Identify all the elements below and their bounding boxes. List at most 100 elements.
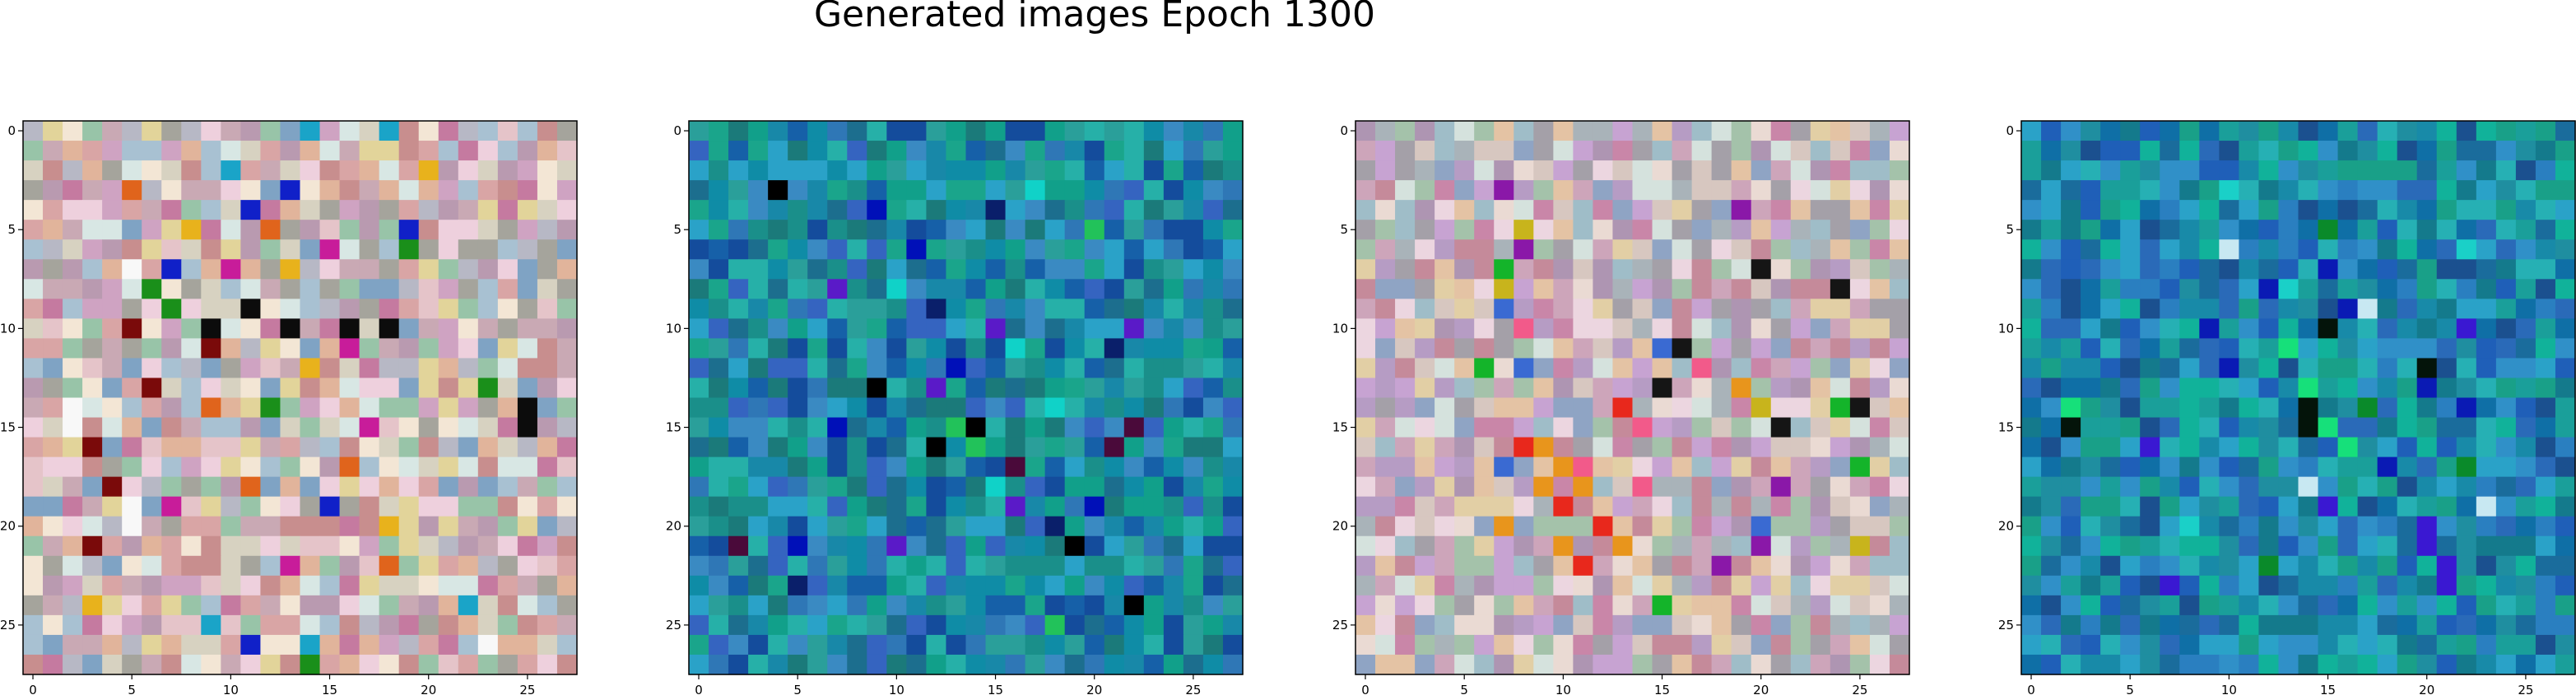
pixel-cell [300,160,321,181]
pixel-cell [201,299,221,319]
pixel-cell [1751,318,1772,339]
pixel-cell [379,358,400,379]
pixel-cell [2318,516,2339,537]
pixel-cell [906,160,928,181]
pixel-cell [1123,239,1145,260]
pixel-cell [319,259,341,280]
pixel-cell [2041,279,2062,299]
pixel-cell [1731,417,1752,438]
pixel-cell [1375,417,1396,438]
pixel-cell [807,299,828,319]
pixel-cell [438,437,459,458]
pixel-cell [1104,496,1125,517]
pixel-cell [1652,358,1673,379]
pixel-cell [1751,496,1772,517]
pixel-cell [2456,160,2477,181]
pixel-cell [1514,259,1534,280]
pixel-cell [926,614,947,636]
pixel-cell [23,496,44,517]
pixel-cell [1553,279,1574,299]
pixel-cell [1183,200,1204,220]
y-tick-label: 15 [666,420,681,435]
pixel-cell [497,437,518,458]
pixel-cell [43,595,63,616]
pixel-cell [398,397,420,419]
pixel-cell [23,200,44,220]
y-tick-label: 25 [1332,618,1348,632]
pixel-cell [2416,437,2438,458]
pixel-cell [1869,595,1890,616]
pixel-cell [1830,338,1851,359]
pixel-cell [359,516,380,537]
pixel-cell [1395,634,1416,656]
pixel-cell [142,259,162,280]
pixel-cell [517,160,538,181]
pixel-cell [1064,516,1086,537]
pixel-cell [1163,595,1184,616]
x-tick-label: 15 [1654,683,1670,695]
pixel-cell [906,595,928,616]
pixel-cell [1849,634,1871,656]
pixel-cell [1025,417,1046,438]
pixel-cell [2258,318,2280,339]
pixel-cell [122,575,142,596]
pixel-cell [1790,358,1811,379]
pixel-cell [1183,318,1204,339]
pixel-cell [2199,456,2220,478]
pixel-cell [319,220,341,240]
pixel-cell [1751,397,1772,419]
pixel-cell [379,476,400,498]
pixel-cell [63,259,83,280]
pixel-cell [319,299,341,319]
pixel-cell [1790,180,1811,201]
pixel-cell [2239,378,2260,399]
pixel-cell [906,417,928,438]
pixel-cell [2377,634,2398,656]
pixel-cell [497,496,518,517]
pixel-cell [2357,437,2378,458]
pixel-cell [1474,279,1495,299]
pixel-cell [1514,496,1534,517]
pixel-cell [827,417,848,438]
pixel-cell [122,614,142,636]
pixel-cell [1123,358,1145,379]
pixel-cell [1104,437,1125,458]
pixel-cell [300,535,321,557]
pixel-cell [418,259,439,280]
pixel-cell [1183,358,1204,379]
pixel-cell [2456,180,2477,201]
pixel-cell [1123,200,1145,220]
pixel-cell [1005,654,1026,675]
pixel-cell [985,160,1007,181]
pixel-cell [1183,338,1204,359]
pixel-cell [1494,318,1514,339]
pixel-cell [906,516,928,537]
pixel-cell [1849,259,1871,280]
pixel-cell [2100,476,2121,498]
pixel-cell [102,141,123,161]
pixel-cell [1672,200,1693,220]
pixel-cell [1163,535,1184,557]
pixel-cell [2377,476,2398,498]
pixel-cell [2061,200,2081,220]
pixel-cell [689,121,709,141]
pixel-cell [1183,634,1204,656]
pixel-cell [2337,378,2359,399]
pixel-cell [1869,279,1890,299]
pixel-cell [1222,160,1244,181]
pixel-cell [2120,654,2141,675]
pixel-cell [359,160,380,181]
pixel-cell [477,555,499,577]
pixel-cell [2495,575,2517,596]
pixel-cell [359,575,380,596]
pixel-cell [2495,654,2517,675]
pixel-cell [201,358,221,379]
pixel-cell [1889,535,1910,557]
pixel-cell [2100,614,2121,636]
pixel-cell [339,180,360,201]
pixel-cell [1025,259,1046,280]
pixel-cell [1044,634,1066,656]
pixel-cell [438,634,459,656]
pixel-cell [300,496,321,517]
